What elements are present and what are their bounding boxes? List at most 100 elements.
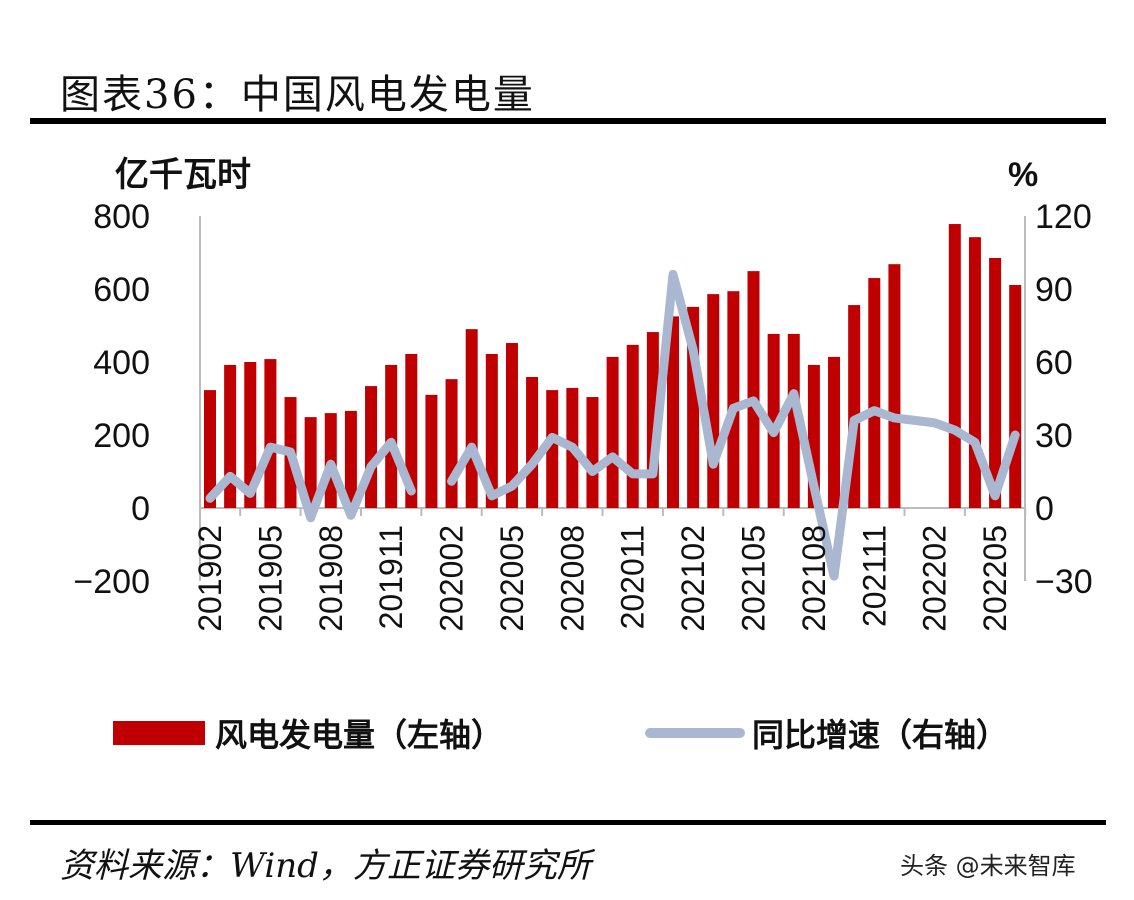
bar-201907 <box>304 417 317 508</box>
yoy-point-202202 <box>933 421 936 424</box>
bar-202205 <box>989 257 1002 508</box>
yoy-point-202007 <box>551 436 554 439</box>
bar-202112 <box>888 264 901 508</box>
yoy-point-202003 <box>470 446 473 449</box>
bar-202106 <box>767 333 780 508</box>
right-tick-label: 90 <box>1035 271 1073 309</box>
yoy-point-201907 <box>309 516 312 519</box>
bar-201911 <box>385 364 398 508</box>
chart-title: 图表36：中国风电发电量 <box>60 72 535 118</box>
x-tick-label: 202202 <box>917 525 953 632</box>
yoy-point-202203 <box>953 429 956 432</box>
yoy-point-202104 <box>732 407 735 410</box>
left-tick-label: −200 <box>73 563 150 601</box>
yoy-point-201902 <box>209 497 211 500</box>
left-tick-label: 600 <box>93 271 150 309</box>
bar-201909 <box>344 410 357 508</box>
x-tick-label: 201902 <box>192 525 228 632</box>
yoy-point-201912 <box>410 489 413 492</box>
bar-202005 <box>505 343 518 508</box>
yoy-point-202109 <box>833 575 836 578</box>
yoy-point-202111 <box>873 409 876 412</box>
x-tick-label: 201908 <box>313 525 349 632</box>
yoy-point-202103 <box>712 463 715 466</box>
yoy-point-202102 <box>692 348 695 351</box>
bottom-rule <box>30 820 1106 825</box>
x-tick-label: 202111 <box>856 525 892 627</box>
right-tick-label: −30 <box>1035 563 1093 601</box>
bar-201904 <box>244 362 257 508</box>
bar-202009 <box>586 397 599 508</box>
yoy-point-202108 <box>812 485 815 488</box>
yoy-point-202012 <box>651 472 654 475</box>
yoy-point-202009 <box>591 470 594 473</box>
legend-line-label: 同比增速（右轴） <box>752 716 1008 754</box>
legend-bar-swatch <box>113 721 205 745</box>
left-tick-label: 400 <box>93 344 150 382</box>
bar-202011 <box>626 344 639 508</box>
yoy-point-201906 <box>289 451 292 454</box>
bar-202002 <box>445 379 458 508</box>
x-tick-label: 201911 <box>373 525 409 629</box>
top-rule <box>30 118 1106 124</box>
right-tick-label: 60 <box>1035 344 1073 382</box>
yoy-point-202112 <box>893 416 896 419</box>
bar-202105 <box>747 271 760 508</box>
bar-202104 <box>727 291 740 508</box>
source-note: 资料来源：Wind，方正证券研究所 <box>60 846 591 886</box>
bar-202007 <box>546 390 559 508</box>
bar-202111 <box>868 278 881 508</box>
yoy-point-202006 <box>531 463 534 466</box>
yoy-point-202002 <box>450 480 453 483</box>
yoy-point-202205 <box>994 494 997 497</box>
yoy-point-201903 <box>229 475 232 478</box>
x-tick-label: 202005 <box>494 525 530 632</box>
bar-202010 <box>606 356 619 508</box>
x-tick-label: 202008 <box>554 525 590 632</box>
legend-bar-label: 风电发电量（左轴） <box>215 716 503 754</box>
x-tick-label: 202105 <box>736 525 772 632</box>
yoy-point-201910 <box>370 465 373 468</box>
yoy-point-202110 <box>853 419 856 422</box>
right-axis-title: % <box>1008 156 1038 194</box>
bar-201912 <box>405 353 418 508</box>
yoy-point-202204 <box>973 441 976 444</box>
x-tick-label: 202205 <box>977 525 1013 632</box>
bar-202203 <box>948 224 961 508</box>
left-axis-title: 亿千瓦时 <box>115 156 251 194</box>
bar-202004 <box>485 353 498 508</box>
yoy-point-202206 <box>1014 434 1017 436</box>
x-tick-label: 202108 <box>796 525 832 632</box>
yoy-point-201911 <box>390 441 393 444</box>
bar-202206 <box>1009 284 1022 508</box>
left-tick-label: 200 <box>93 417 150 455</box>
bar-202101 <box>666 316 679 508</box>
yoy-point-202201 <box>913 419 916 422</box>
watermark: 头条 @未来智库 <box>900 852 1076 880</box>
bar-202204 <box>968 237 981 509</box>
yoy-point-202010 <box>611 455 614 458</box>
yoy-point-202106 <box>772 431 775 434</box>
yoy-point-201909 <box>349 514 352 517</box>
yoy-point-202005 <box>510 485 513 488</box>
bar-202107 <box>787 333 800 508</box>
right-tick-label: 30 <box>1035 417 1073 455</box>
bar-201905 <box>264 359 277 508</box>
bar-202109 <box>828 356 841 508</box>
yoy-point-202011 <box>631 472 634 475</box>
yoy-point-201908 <box>329 463 332 466</box>
yoy-point-201905 <box>269 446 272 449</box>
yoy-point-202105 <box>752 399 755 402</box>
bar-202001 <box>425 394 438 508</box>
bar-202003 <box>465 329 478 508</box>
yoy-point-201904 <box>249 492 252 495</box>
x-tick-label: 202011 <box>615 525 651 629</box>
right-tick-label: 120 <box>1035 198 1092 236</box>
x-tick-label: 202102 <box>675 525 711 632</box>
bar-202103 <box>707 294 720 508</box>
chart: 亿千瓦时 % 800 600 400 200 0 −200 120 90 60 30 0 −30 20… <box>73 156 1093 754</box>
left-tick-label: 0 <box>131 490 150 528</box>
right-tick-label: 0 <box>1035 490 1054 528</box>
left-tick-label: 800 <box>93 198 150 236</box>
bar-201910 <box>365 386 378 508</box>
